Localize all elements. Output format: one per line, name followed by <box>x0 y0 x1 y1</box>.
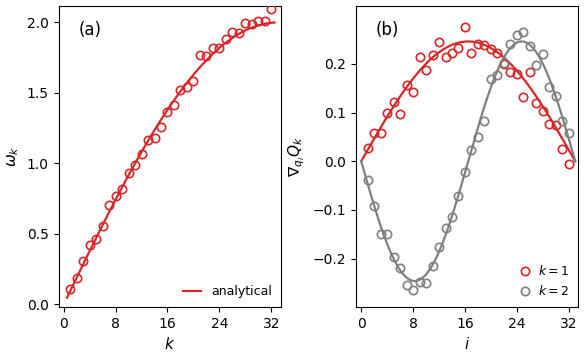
X-axis label: $k$: $k$ <box>164 337 175 352</box>
Legend: analytical: analytical <box>180 283 274 301</box>
Text: (a): (a) <box>79 21 102 39</box>
Legend: $k=1$, $k=2$: $k=1$, $k=2$ <box>520 262 572 301</box>
Y-axis label: $\omega_k$: $\omega_k$ <box>6 146 21 167</box>
X-axis label: $i$: $i$ <box>464 337 470 352</box>
Text: (b): (b) <box>376 21 399 39</box>
Y-axis label: $\nabla_{q_i}Q_k$: $\nabla_{q_i}Q_k$ <box>287 136 307 176</box>
